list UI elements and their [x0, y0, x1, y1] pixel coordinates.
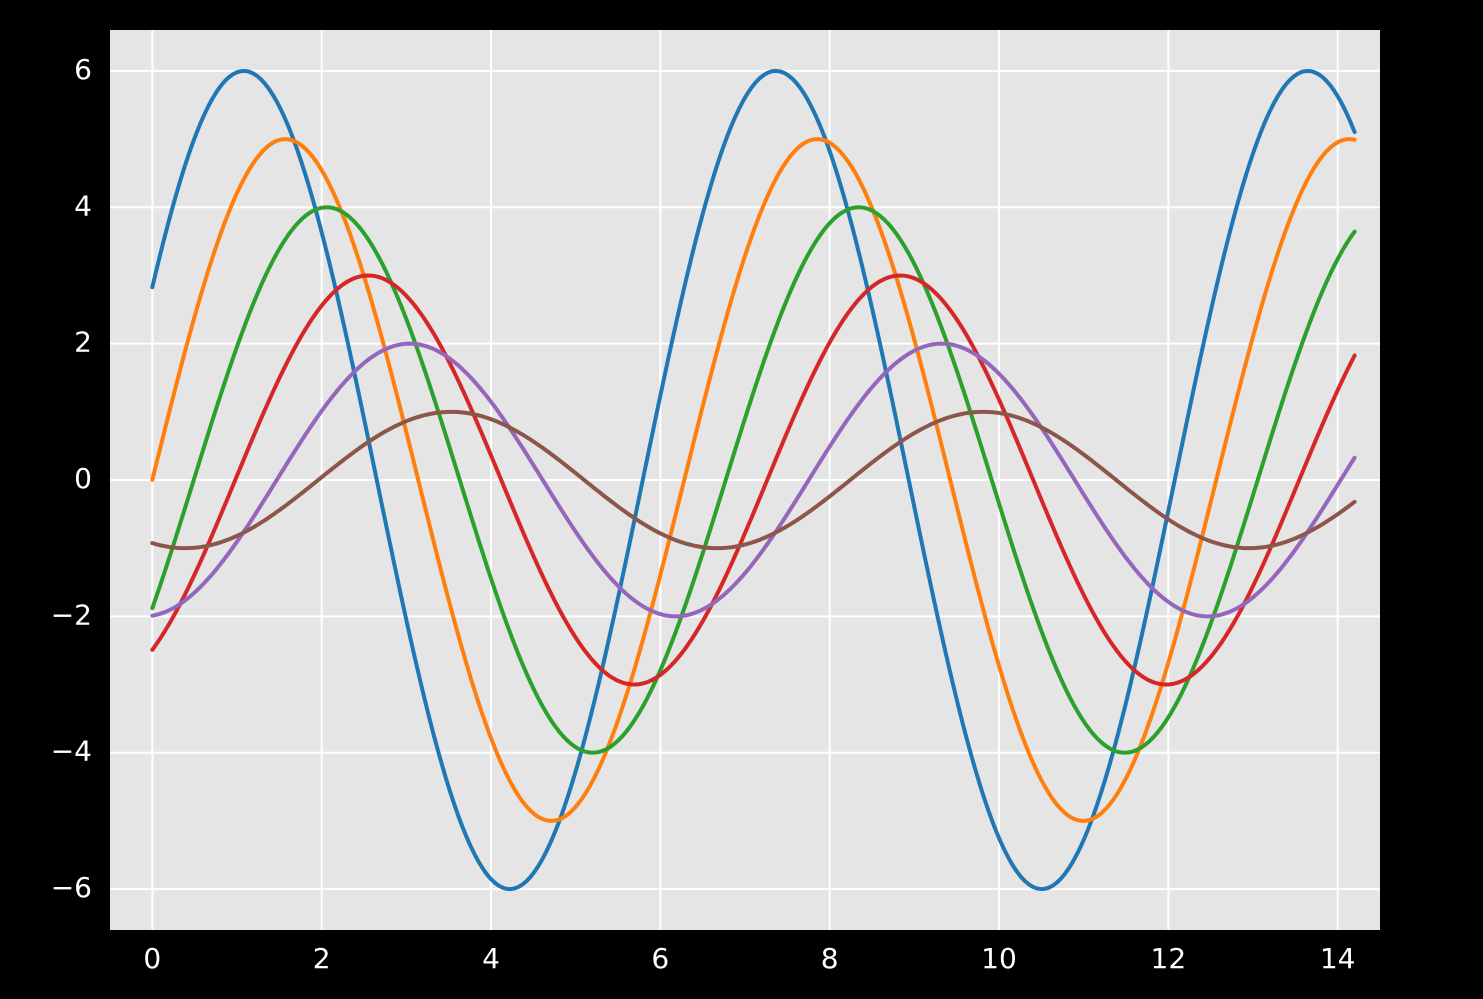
- chart-container: 0 2 4 6 8 10 12 14 −6 −4 −2 0 2 4 6: [0, 0, 1483, 999]
- line-chart: 0 2 4 6 8 10 12 14 −6 −4 −2 0 2 4 6: [0, 0, 1483, 995]
- y-tick-label: 4: [74, 189, 92, 222]
- y-tick-label: 0: [74, 462, 92, 495]
- x-tick-label: 4: [482, 942, 500, 975]
- x-tick-label: 0: [143, 942, 161, 975]
- y-tick-labels: −6 −4 −2 0 2 4 6: [51, 53, 92, 904]
- y-tick-label: −6: [51, 871, 92, 904]
- x-tick-label: 8: [821, 942, 839, 975]
- x-tick-label: 10: [981, 942, 1017, 975]
- x-tick-label: 6: [651, 942, 669, 975]
- y-tick-label: −4: [51, 735, 92, 768]
- x-tick-labels: 0 2 4 6 8 10 12 14: [143, 942, 1355, 975]
- y-tick-label: 2: [74, 326, 92, 359]
- y-tick-label: 6: [74, 53, 92, 86]
- x-tick-label: 14: [1320, 942, 1356, 975]
- x-tick-label: 2: [313, 942, 331, 975]
- y-tick-label: −2: [51, 598, 92, 631]
- x-tick-label: 12: [1151, 942, 1187, 975]
